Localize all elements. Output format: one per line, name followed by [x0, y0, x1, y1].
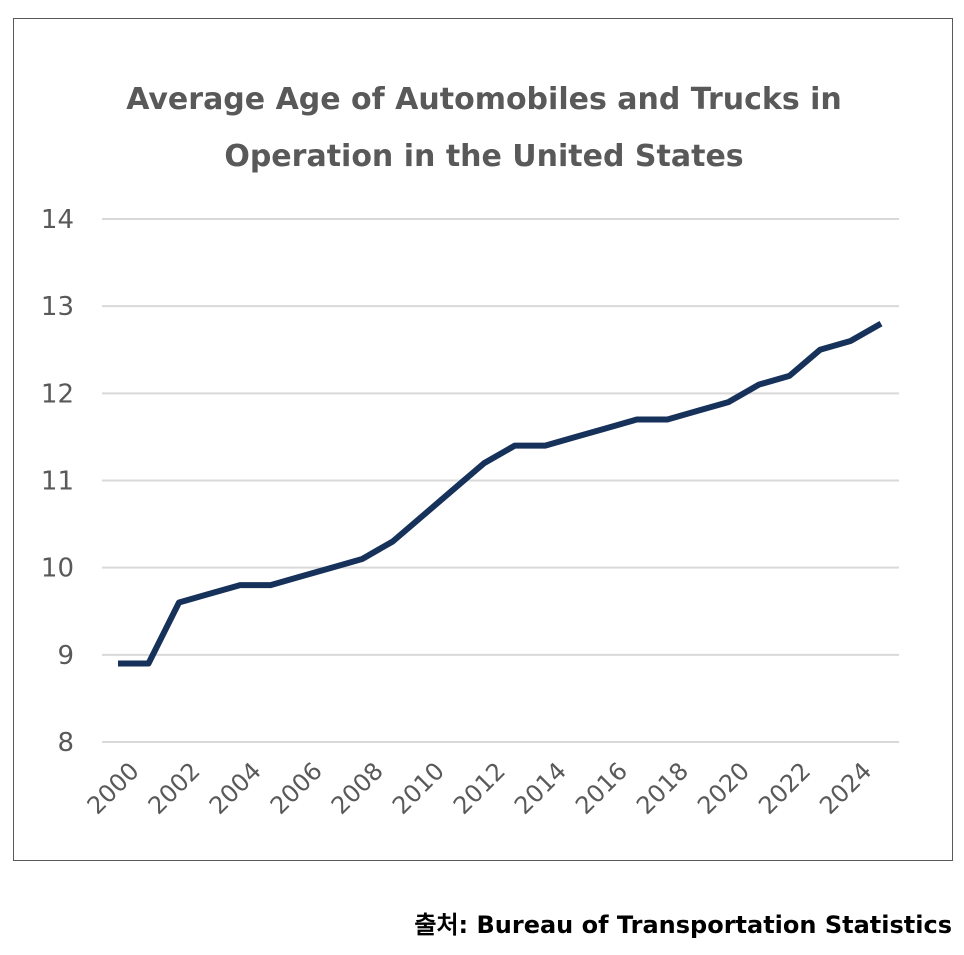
x-tick-label: 2012 [448, 757, 511, 820]
x-tick-label: 2008 [326, 757, 389, 820]
x-tick-label: 2002 [143, 757, 206, 820]
x-tick-label: 2022 [753, 757, 816, 820]
x-tick-label: 2014 [509, 757, 572, 820]
source-credit: 출처: Bureau of Transportation Statistics [414, 911, 952, 939]
y-tick-label: 9 [57, 641, 74, 671]
plot-area: 8 9 10 11 12 13 14 2000200220042006200820102012… [41, 205, 899, 820]
y-tick-label: 10 [41, 554, 74, 584]
y-tick-label: 12 [41, 379, 74, 409]
x-tick-label: 2018 [631, 757, 694, 820]
series-line [118, 320, 883, 667]
chart-frame: Average Age of Automobiles and Trucks in… [13, 18, 953, 861]
x-tick-label: 2010 [387, 757, 450, 820]
x-tick-label: 2004 [204, 757, 267, 820]
y-tick-label: 14 [41, 205, 74, 235]
x-tick-label: 2016 [570, 757, 633, 820]
y-tick-label: 13 [41, 292, 74, 322]
x-tick-label: 2006 [265, 757, 328, 820]
x-tick-label: 2024 [814, 757, 877, 820]
y-tick-label: 8 [57, 728, 74, 758]
x-tick-label: 2000 [82, 757, 145, 820]
y-tick-label: 11 [41, 467, 74, 497]
chart-title: Average Age of Automobiles and Trucks in… [14, 71, 954, 185]
x-tick-label: 2020 [692, 757, 755, 820]
chart-title-line-2: Operation in the United States [224, 139, 744, 174]
chart-title-line-1: Average Age of Automobiles and Trucks in [126, 82, 842, 117]
